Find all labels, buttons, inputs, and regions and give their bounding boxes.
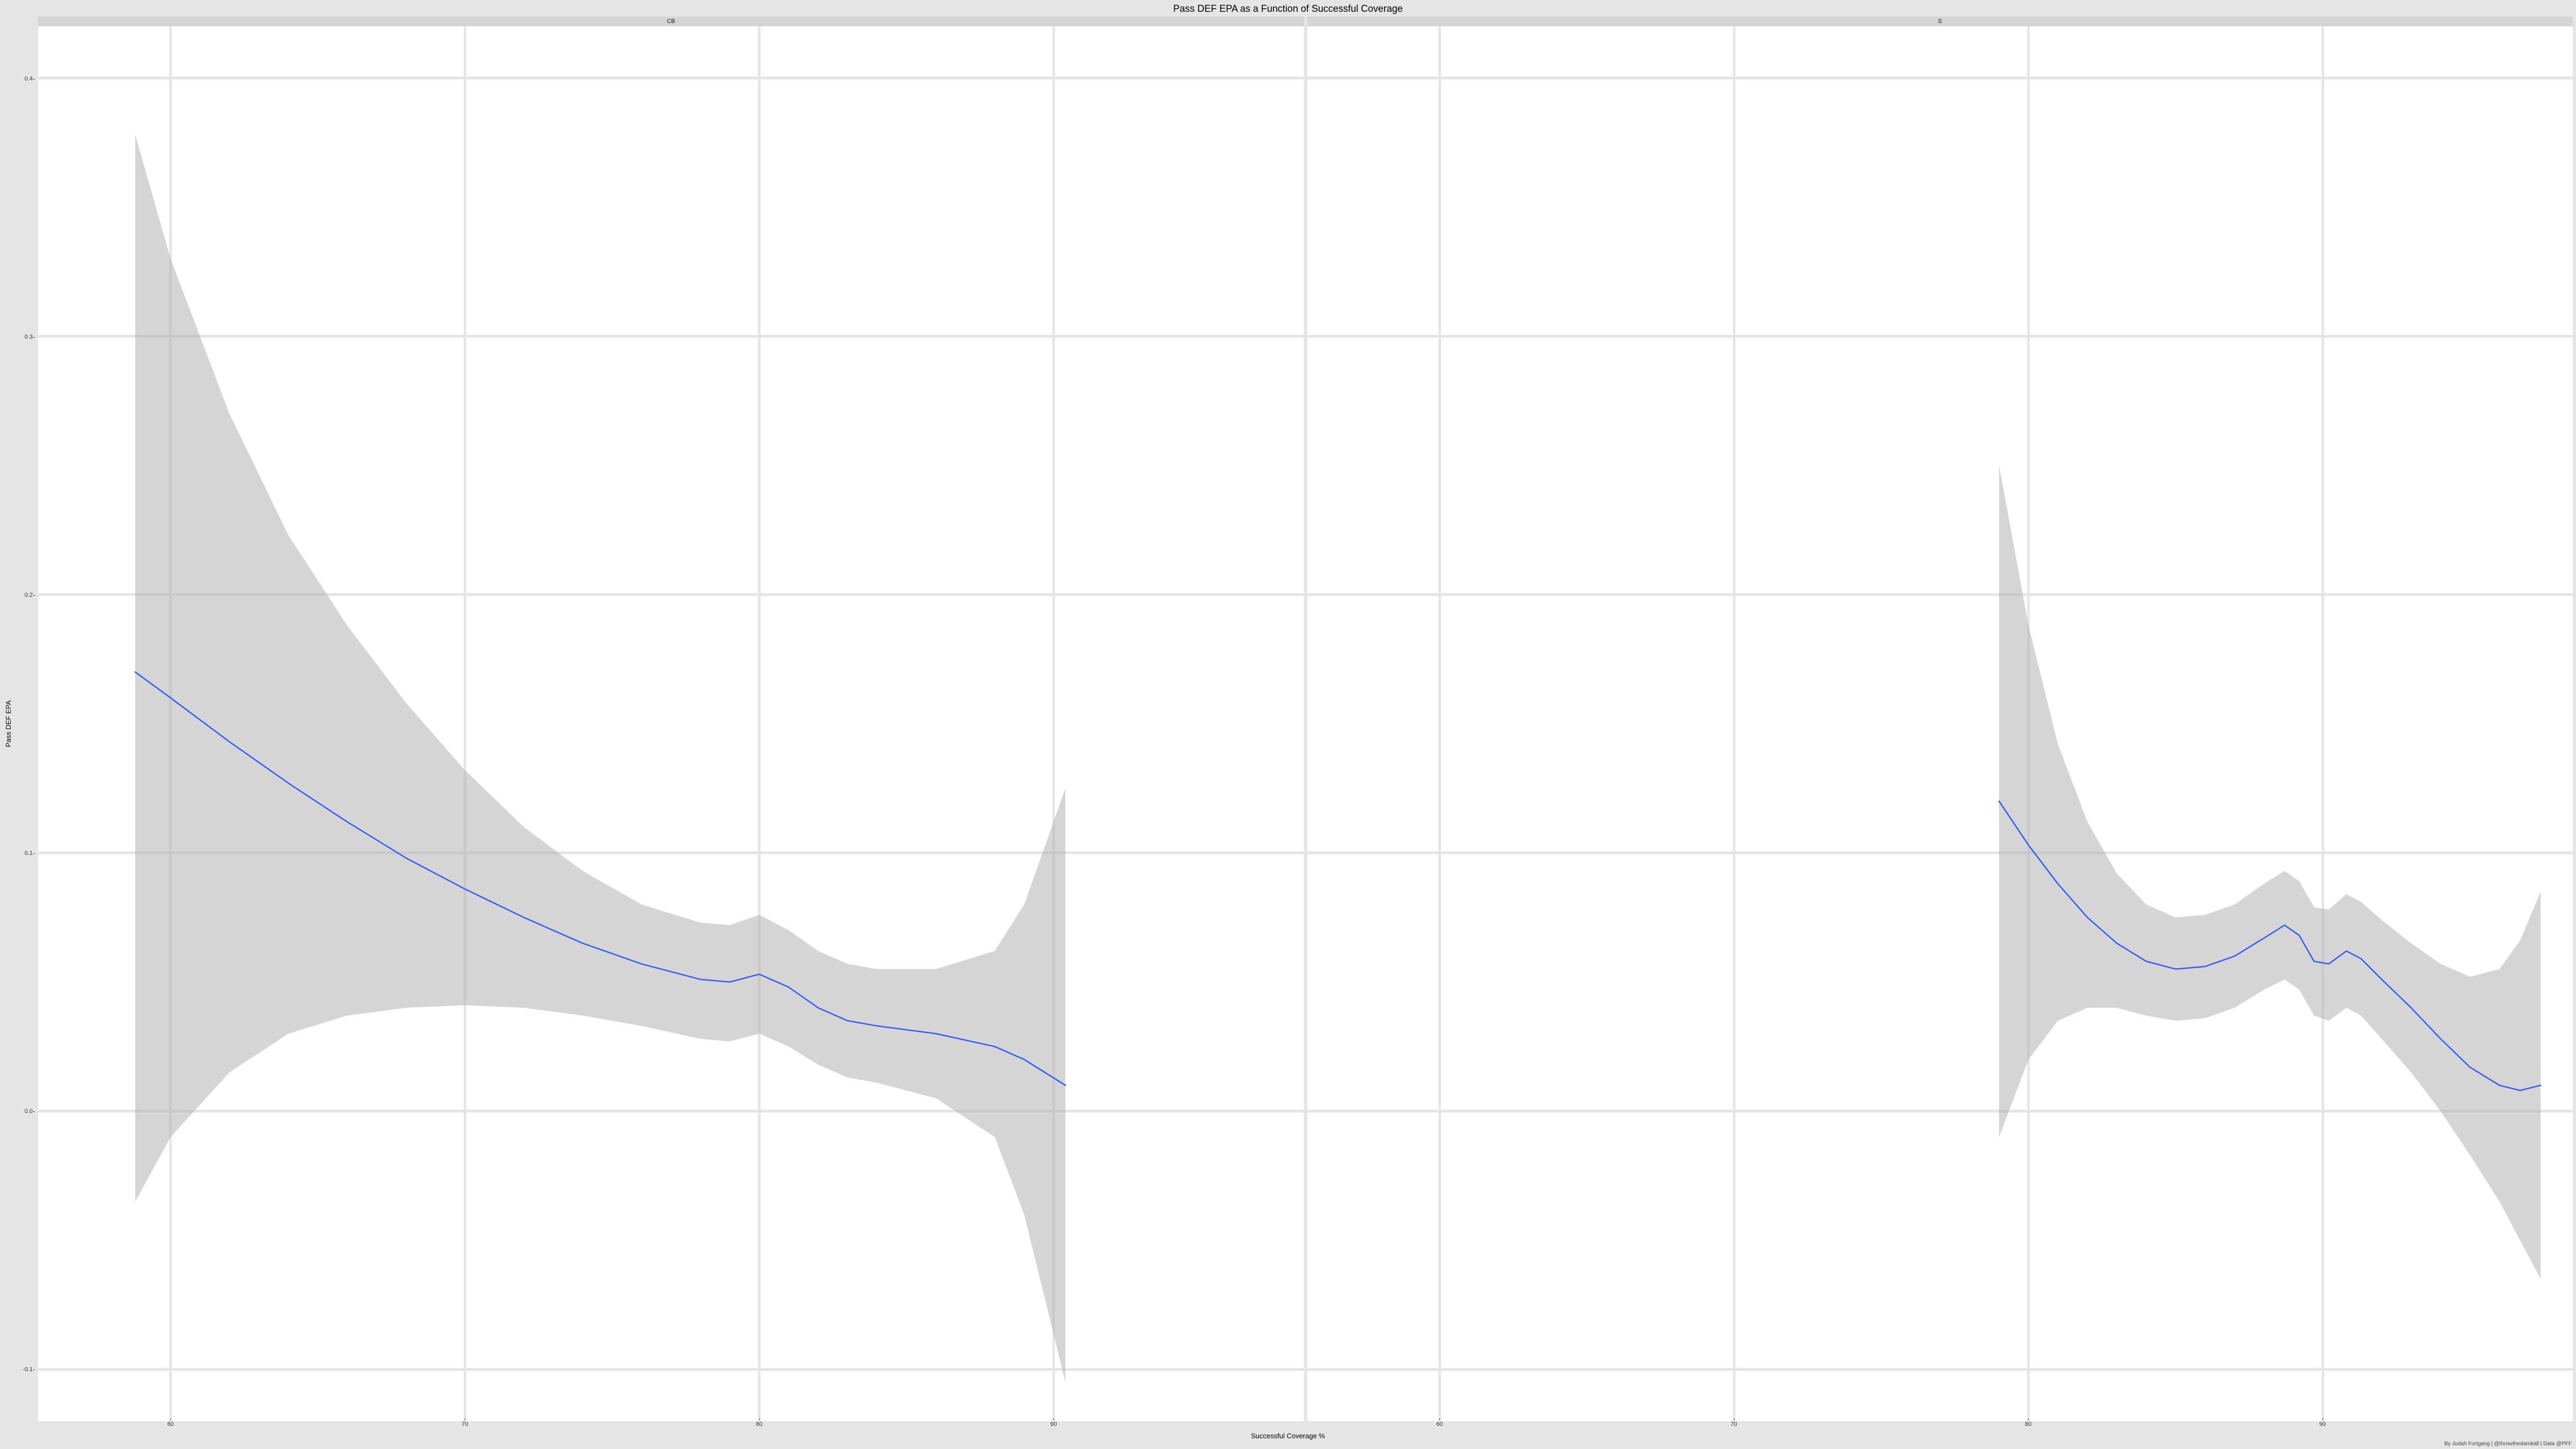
x-axis-ticks: 60 70 80 90	[38, 1421, 1304, 1431]
y-axis: -0.1 0.0 0.1 0.2 0.3 0.4	[17, 17, 35, 1431]
x-tick-label: 80	[2025, 1421, 2031, 1428]
y-tick-label: 0.2	[25, 592, 33, 598]
y-tick-label: 0.3	[25, 334, 33, 340]
facet-s: S 60 70 80 90	[1307, 17, 2573, 1431]
x-tick-label: 70	[462, 1421, 468, 1428]
x-tick-label: 90	[1050, 1421, 1057, 1428]
chart-panel	[1307, 26, 2573, 1421]
x-tick-label: 70	[1731, 1421, 1737, 1428]
x-tick-label: 90	[2319, 1421, 2326, 1428]
x-tick-label: 80	[756, 1421, 763, 1428]
y-tick-label: 0.1	[25, 850, 33, 857]
chart-panel	[38, 26, 1304, 1421]
x-tick-label: 60	[167, 1421, 174, 1428]
y-axis-label: Pass DEF EPA	[3, 700, 13, 747]
y-tick-label: 0.0	[25, 1108, 33, 1115]
y-tick-label: -0.1	[23, 1366, 33, 1373]
chart-title: Pass DEF EPA as a Function of Successful…	[0, 0, 2576, 17]
facet-strip: CB	[38, 17, 1304, 26]
x-axis-ticks: 60 70 80 90	[1307, 1421, 2573, 1431]
facet-strip: S	[1307, 17, 2573, 26]
y-tick-label: 0.4	[25, 76, 33, 82]
chart-caption: By Judah Fortgang | @throwthedamball | D…	[0, 1441, 2576, 1449]
x-tick-label: 60	[1436, 1421, 1443, 1428]
x-axis-label: Successful Coverage %	[0, 1431, 2576, 1441]
facet-cb: CB 60 70 80 90	[38, 17, 1304, 1431]
facet-row: Pass DEF EPA -0.1 0.0 0.1 0.2 0.3 0.4 CB 60 70…	[0, 17, 2576, 1431]
